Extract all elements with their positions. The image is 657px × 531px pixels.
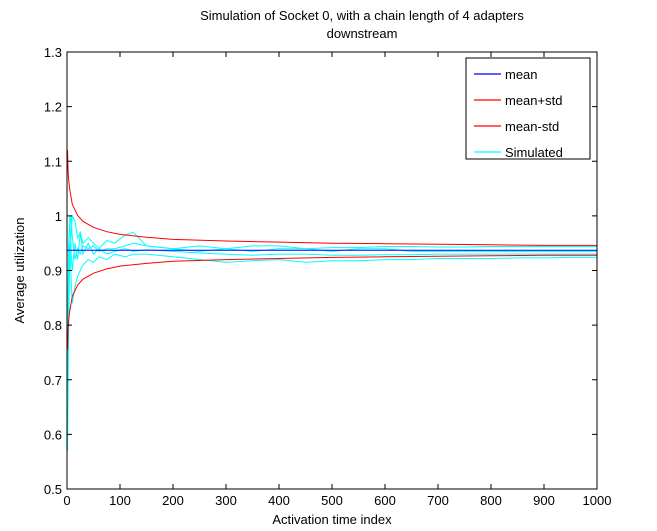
y-axis-label: Average utilization <box>12 218 27 324</box>
chart-title: Simulation of Socket 0, with a chain len… <box>200 8 524 23</box>
y-tick-label: 0.9 <box>44 264 62 279</box>
legend-label-mean: mean <box>505 67 538 82</box>
x-tick-label: 300 <box>215 493 237 508</box>
x-tick-label: 600 <box>374 493 396 508</box>
chart-subtitle: downstream <box>327 26 398 41</box>
legend-label-mean-plus-std: mean+std <box>505 93 562 108</box>
x-tick-label: 200 <box>162 493 184 508</box>
x-tick-label: 900 <box>533 493 555 508</box>
y-tick-label: 1 <box>55 209 62 224</box>
x-axis-label: Activation time index <box>272 512 392 527</box>
x-tick-label: 400 <box>268 493 290 508</box>
legend-label-mean-minus-std: mean-std <box>505 119 559 134</box>
legend: mean mean+std mean-std Simulated <box>466 58 590 160</box>
y-tick-label: 0.7 <box>44 373 62 388</box>
x-tick-label: 0 <box>63 493 70 508</box>
x-tick-label: 500 <box>321 493 343 508</box>
y-tick-label: 1.1 <box>44 154 62 169</box>
legend-label-simulated: Simulated <box>505 145 563 160</box>
y-tick-label: 0.5 <box>44 482 62 497</box>
x-tick-label: 800 <box>480 493 502 508</box>
y-tick-label: 0.6 <box>44 427 62 442</box>
x-tick-label: 700 <box>427 493 449 508</box>
y-tick-label: 1.3 <box>44 45 62 60</box>
y-tick-label: 0.8 <box>44 318 62 333</box>
x-tick-label: 1000 <box>583 493 612 508</box>
x-tick-label: 100 <box>109 493 131 508</box>
y-tick-label: 1.2 <box>44 100 62 115</box>
